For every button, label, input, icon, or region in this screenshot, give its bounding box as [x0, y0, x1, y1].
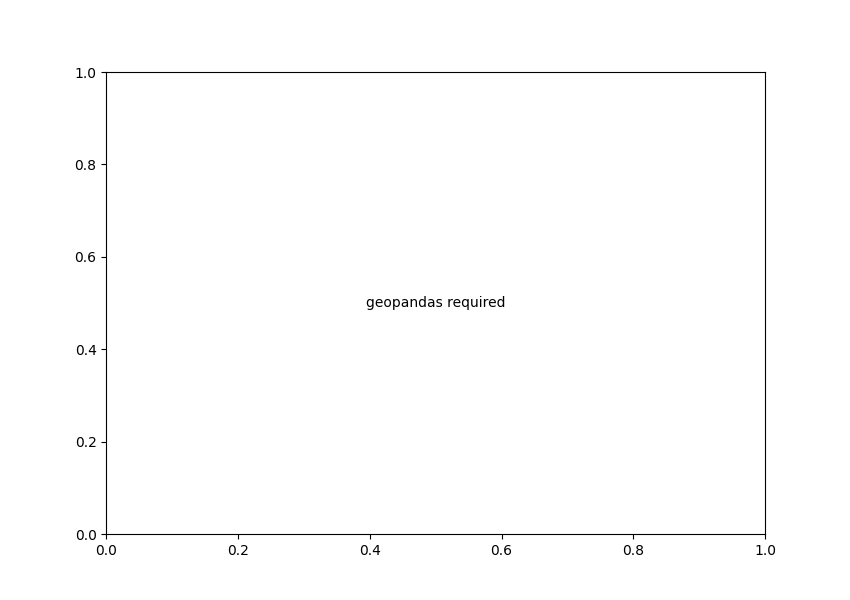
Text: geopandas required: geopandas required: [366, 296, 506, 310]
